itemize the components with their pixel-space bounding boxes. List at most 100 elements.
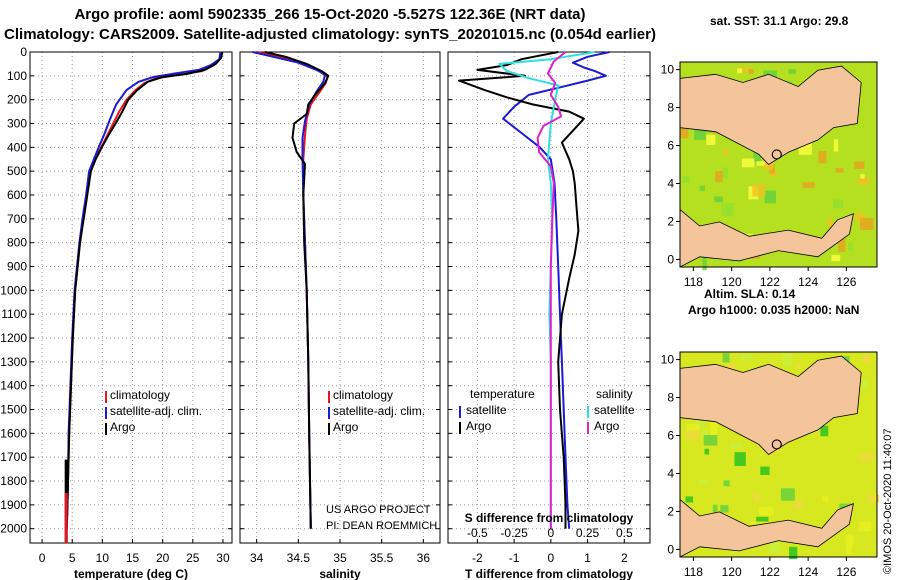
series-line [458, 51, 585, 529]
annotation-line: US ARGO PROJECT [326, 504, 431, 516]
sla-field-patch [685, 496, 694, 503]
depth-tick-label: 1100 [1, 307, 27, 321]
map-x-tick-label: 126 [836, 565, 856, 579]
sst-field-patch [827, 218, 833, 227]
legend-entry: Argo [466, 419, 492, 433]
legend-header: temperature [470, 387, 535, 401]
s-axis-label: S difference from climatology [465, 511, 634, 525]
s-tick-label: 0.5 [616, 526, 633, 540]
sst-field-patch [693, 129, 706, 140]
x-tick-label: 2 [621, 551, 628, 565]
depth-tick-label: 1000 [0, 283, 27, 297]
figure-title-line2: Climatology: CARS2009. Satellite-adjuste… [4, 26, 656, 43]
s-tick-label: -0.25 [500, 526, 528, 540]
depth-tick-label: 900 [7, 260, 27, 274]
sla-field-patch [820, 425, 829, 437]
x-tick-label: 15 [126, 551, 140, 565]
map-y-tick-label: 4 [667, 176, 674, 190]
sst-field-patch [860, 174, 865, 179]
sla-field-patch [780, 488, 795, 501]
legend-entry: climatology [333, 388, 393, 402]
sla-field-patch [782, 353, 793, 367]
sst-field-patch [722, 167, 728, 179]
series-line [502, 51, 610, 529]
float-position-marker [771, 439, 782, 450]
sst-field-patch [802, 182, 815, 189]
sla-field-patch [722, 353, 730, 363]
sla-field-patch [760, 466, 770, 475]
map-x-tick-label: 124 [798, 275, 818, 289]
series-line [65, 51, 224, 529]
sst-map-frame [679, 61, 878, 268]
x-tick-label: 10 [96, 551, 110, 565]
map-y-tick-label: 8 [667, 101, 674, 115]
sla-map-label-2: Argo h1000: 0.035 h2000: NaN [688, 303, 860, 317]
depth-tick-label: 1200 [0, 331, 27, 345]
depth-tick-label: 1400 [0, 379, 27, 393]
legend-entry: Argo [110, 420, 136, 434]
legend-entry: satellite [466, 403, 507, 417]
sst-field-patch [860, 217, 874, 230]
sst-field-patch [788, 69, 797, 74]
depth-tick-label: 1900 [0, 498, 27, 512]
sst-field-patch [833, 139, 839, 152]
x-tick-label: -1 [509, 551, 520, 565]
map-y-tick-label: 6 [667, 429, 674, 443]
sst-field-patch [737, 68, 743, 74]
sst-field-patch [770, 172, 778, 177]
x-tick-label: 5 [69, 551, 76, 565]
map-y-tick-label: 2 [667, 504, 674, 518]
sst-field-patch [741, 158, 755, 168]
sla-field-patch [858, 521, 872, 532]
s-tick-label: 0.25 [576, 526, 600, 540]
x-tick-label: 0 [39, 551, 46, 565]
sst-field-patch [753, 149, 762, 162]
sst-field-patch [833, 199, 844, 209]
x-axis-label: temperature (deg C) [74, 567, 188, 580]
sla-field-patch [726, 363, 736, 374]
sla-field-patch [686, 423, 700, 433]
sst-field-patch [764, 190, 776, 204]
s-tick-label: 0 [547, 526, 554, 540]
sst-field-patch [715, 170, 723, 183]
map-x-tick-label: 118 [684, 275, 703, 289]
map-x-tick-label: 124 [798, 565, 818, 579]
sst-field-patch [831, 254, 841, 262]
sla-field-patch [793, 499, 803, 510]
depth-tick-label: 1700 [0, 450, 27, 464]
legend-entry: satellite [594, 403, 635, 417]
sst-field-patch [726, 207, 732, 214]
sst-field-patch [706, 134, 716, 145]
map-y-tick-label: 4 [667, 466, 674, 480]
depth-tick-label: 1600 [0, 426, 27, 440]
sla-field-patch [867, 494, 880, 503]
sla-field-patch [720, 505, 729, 513]
sla-field-patch [686, 430, 700, 440]
sst-field-patch [756, 161, 770, 166]
legend-entry: Argo [333, 420, 359, 434]
sst-land-south [679, 208, 854, 268]
x-tick-label: 35 [333, 551, 347, 565]
map-y-tick-label: 0 [667, 542, 674, 556]
map-x-tick-label: 118 [684, 565, 703, 579]
x-tick-label: 30 [216, 551, 230, 565]
sla-field-patch [861, 379, 868, 388]
sla-field-patch [846, 547, 852, 555]
legend-entry: satellite-adj. clim. [333, 404, 425, 418]
panel-frame [239, 51, 441, 544]
map-y-tick-label: 8 [667, 391, 674, 405]
x-tick-label: 25 [186, 551, 200, 565]
sla-field-patch [862, 355, 870, 362]
series-line [536, 51, 567, 529]
sst-field-patch [857, 177, 870, 186]
sla-field-patch [796, 364, 802, 370]
sla-field-patch [729, 443, 743, 449]
map-x-tick-label: 126 [836, 275, 856, 289]
legend-entry: Argo [594, 419, 620, 433]
sla-field-patch [741, 354, 753, 360]
sst-field-patch [752, 184, 766, 197]
panel-frame [29, 51, 233, 544]
sst-land-north [679, 65, 862, 166]
depth-tick-label: 500 [7, 164, 27, 178]
